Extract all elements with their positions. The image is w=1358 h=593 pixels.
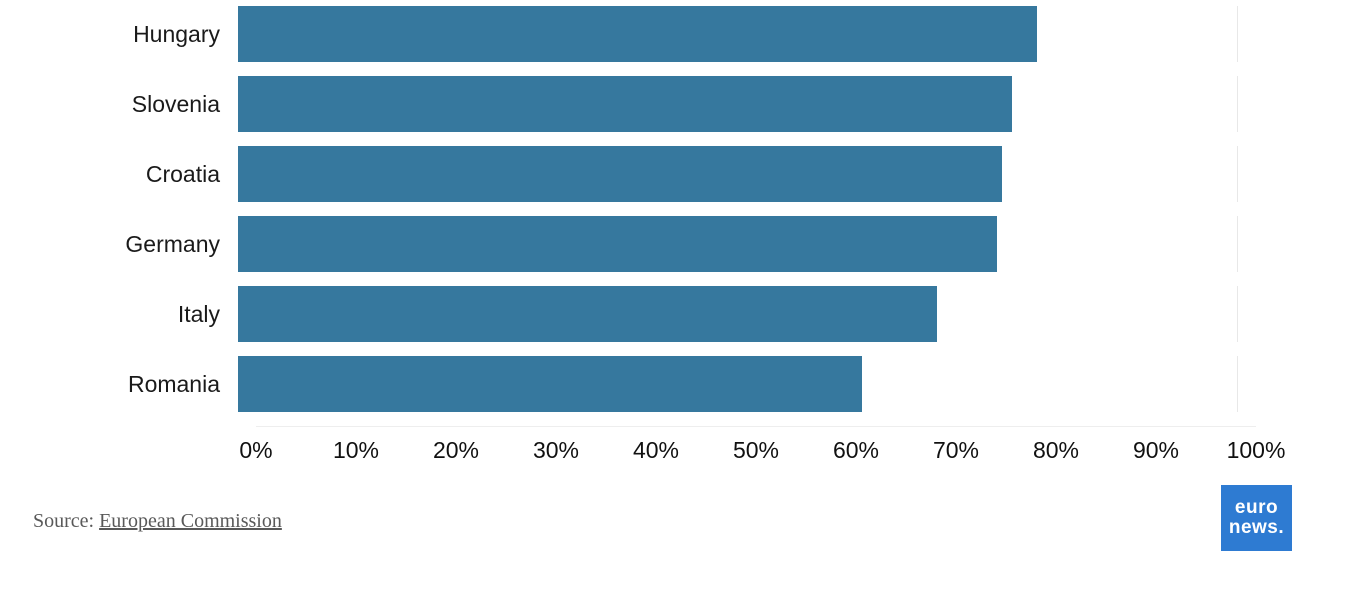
source-prefix: Source: (33, 510, 100, 532)
x-tick-label: 0% (239, 437, 273, 463)
source-text: Source: European Commission (33, 510, 282, 533)
category-label: Slovenia (131, 90, 220, 117)
euronews-logo-line1: euro (1234, 497, 1279, 518)
category-label: Hungary (133, 20, 220, 47)
source-link[interactable]: European Commission (99, 510, 282, 532)
category-label: Italy (177, 300, 220, 327)
x-tick-label: 80% (1032, 437, 1080, 463)
euronews-logo[interactable]: euro news. (1221, 485, 1292, 551)
bar-track (238, 356, 1238, 412)
x-tick-label: 40% (632, 437, 680, 463)
bar[interactable] (238, 76, 1013, 132)
x-tick-label: 70% (932, 437, 980, 463)
bar-row: Romania (0, 356, 1358, 412)
bar-row: Slovenia (0, 76, 1358, 132)
x-tick-label: 50% (732, 437, 780, 463)
bar[interactable] (238, 286, 938, 342)
bar[interactable] (238, 356, 863, 412)
bar-row: Croatia (0, 146, 1358, 202)
bar[interactable] (238, 6, 1038, 62)
bar-track (238, 6, 1238, 62)
bar-track (238, 286, 1238, 342)
x-tick-label: 10% (332, 437, 380, 463)
category-label: Germany (125, 230, 220, 257)
x-tick-label: 90% (1132, 437, 1180, 463)
x-axis-ticks: 0% 10% 20% 30% 40% 50% 60% 70% 80% 90% 100% (239, 426, 1285, 466)
x-tick-label: 20% (432, 437, 480, 463)
bar-row: Italy (0, 286, 1358, 342)
euronews-logo-line2: news. (1228, 517, 1285, 538)
bar-track (238, 76, 1238, 132)
x-tick-label: 100% (1226, 437, 1286, 463)
bar-track (238, 216, 1238, 272)
bar[interactable] (238, 146, 1003, 202)
bar-rows: Hungary Slovenia Croatia Germany Italy Romani… (0, 6, 1358, 426)
bar-row: Germany (0, 216, 1358, 272)
bar-row: Hungary (0, 6, 1358, 62)
x-tick-label: 60% (832, 437, 880, 463)
category-label: Romania (127, 370, 220, 397)
bar-track (238, 146, 1238, 202)
category-label: Croatia (145, 160, 220, 187)
x-tick-label: 30% (532, 437, 580, 463)
bar[interactable] (238, 216, 998, 272)
